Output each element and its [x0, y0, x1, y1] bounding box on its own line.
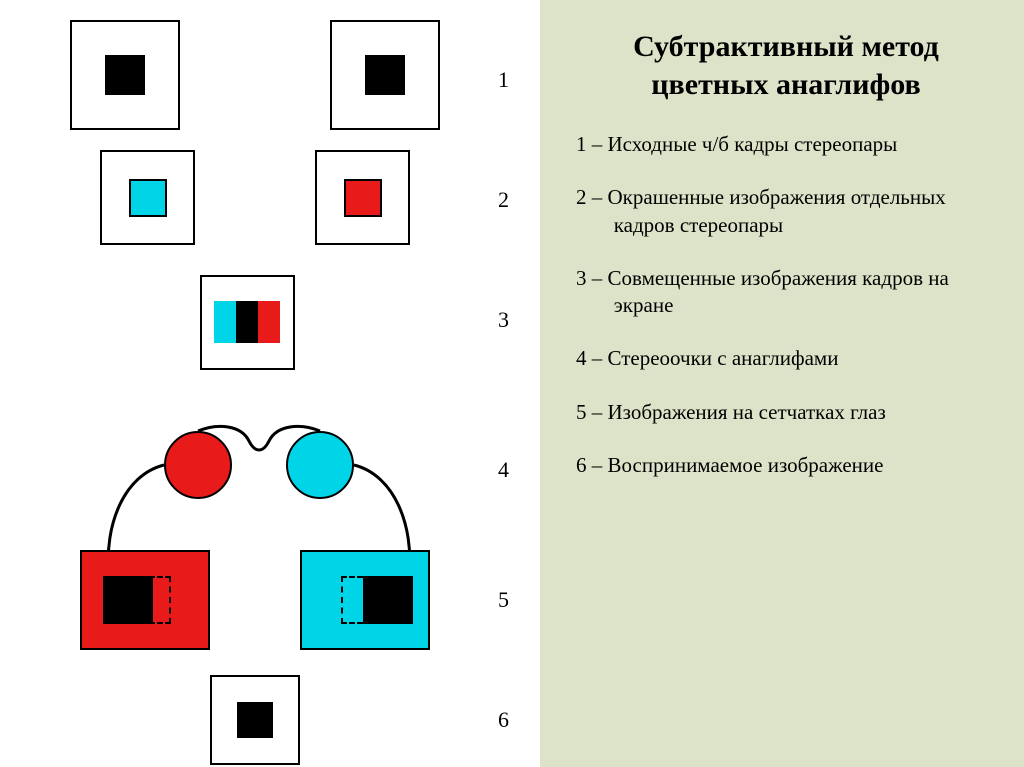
row5-right-solid [363, 576, 413, 624]
legend-item-6: 6 – Воспринимаемое изображение [576, 452, 996, 479]
glasses-frame-wire [0, 0, 540, 767]
title-line2: цветных анаглифов [651, 68, 920, 101]
page: 1 2 3 4 5 6 [0, 0, 1024, 767]
title: Субтрактивный метод цветных анаглифов [576, 28, 996, 103]
legend-item-4: 4 – Стереоочки с анаглифами [576, 345, 996, 372]
legend-list: 1 – Исходные ч/б кадры стереопары 2 – Ок… [576, 131, 996, 505]
diagram-panel: 1 2 3 4 5 6 [0, 0, 540, 767]
text-panel: Субтрактивный метод цветных анаглифов 1 … [540, 0, 1024, 767]
row5-left-dashed [141, 576, 171, 624]
legend-item-3: 3 – Совмещенные изображения кадров на эк… [576, 265, 996, 320]
legend-item-2: 2 – Окрашенные изображения отдельных кад… [576, 184, 996, 239]
row6-frame [210, 675, 300, 765]
glasses-lens-red [164, 431, 232, 499]
row6-square [237, 702, 273, 738]
legend-item-1: 1 – Исходные ч/б кадры стереопары [576, 131, 996, 158]
legend-item-5: 5 – Изображения на сетчатках глаз [576, 399, 996, 426]
glasses-lens-cyan [286, 431, 354, 499]
row5-retina-right [300, 550, 430, 650]
title-line1: Субтрактивный метод [633, 30, 939, 63]
row5-retina-left [80, 550, 210, 650]
